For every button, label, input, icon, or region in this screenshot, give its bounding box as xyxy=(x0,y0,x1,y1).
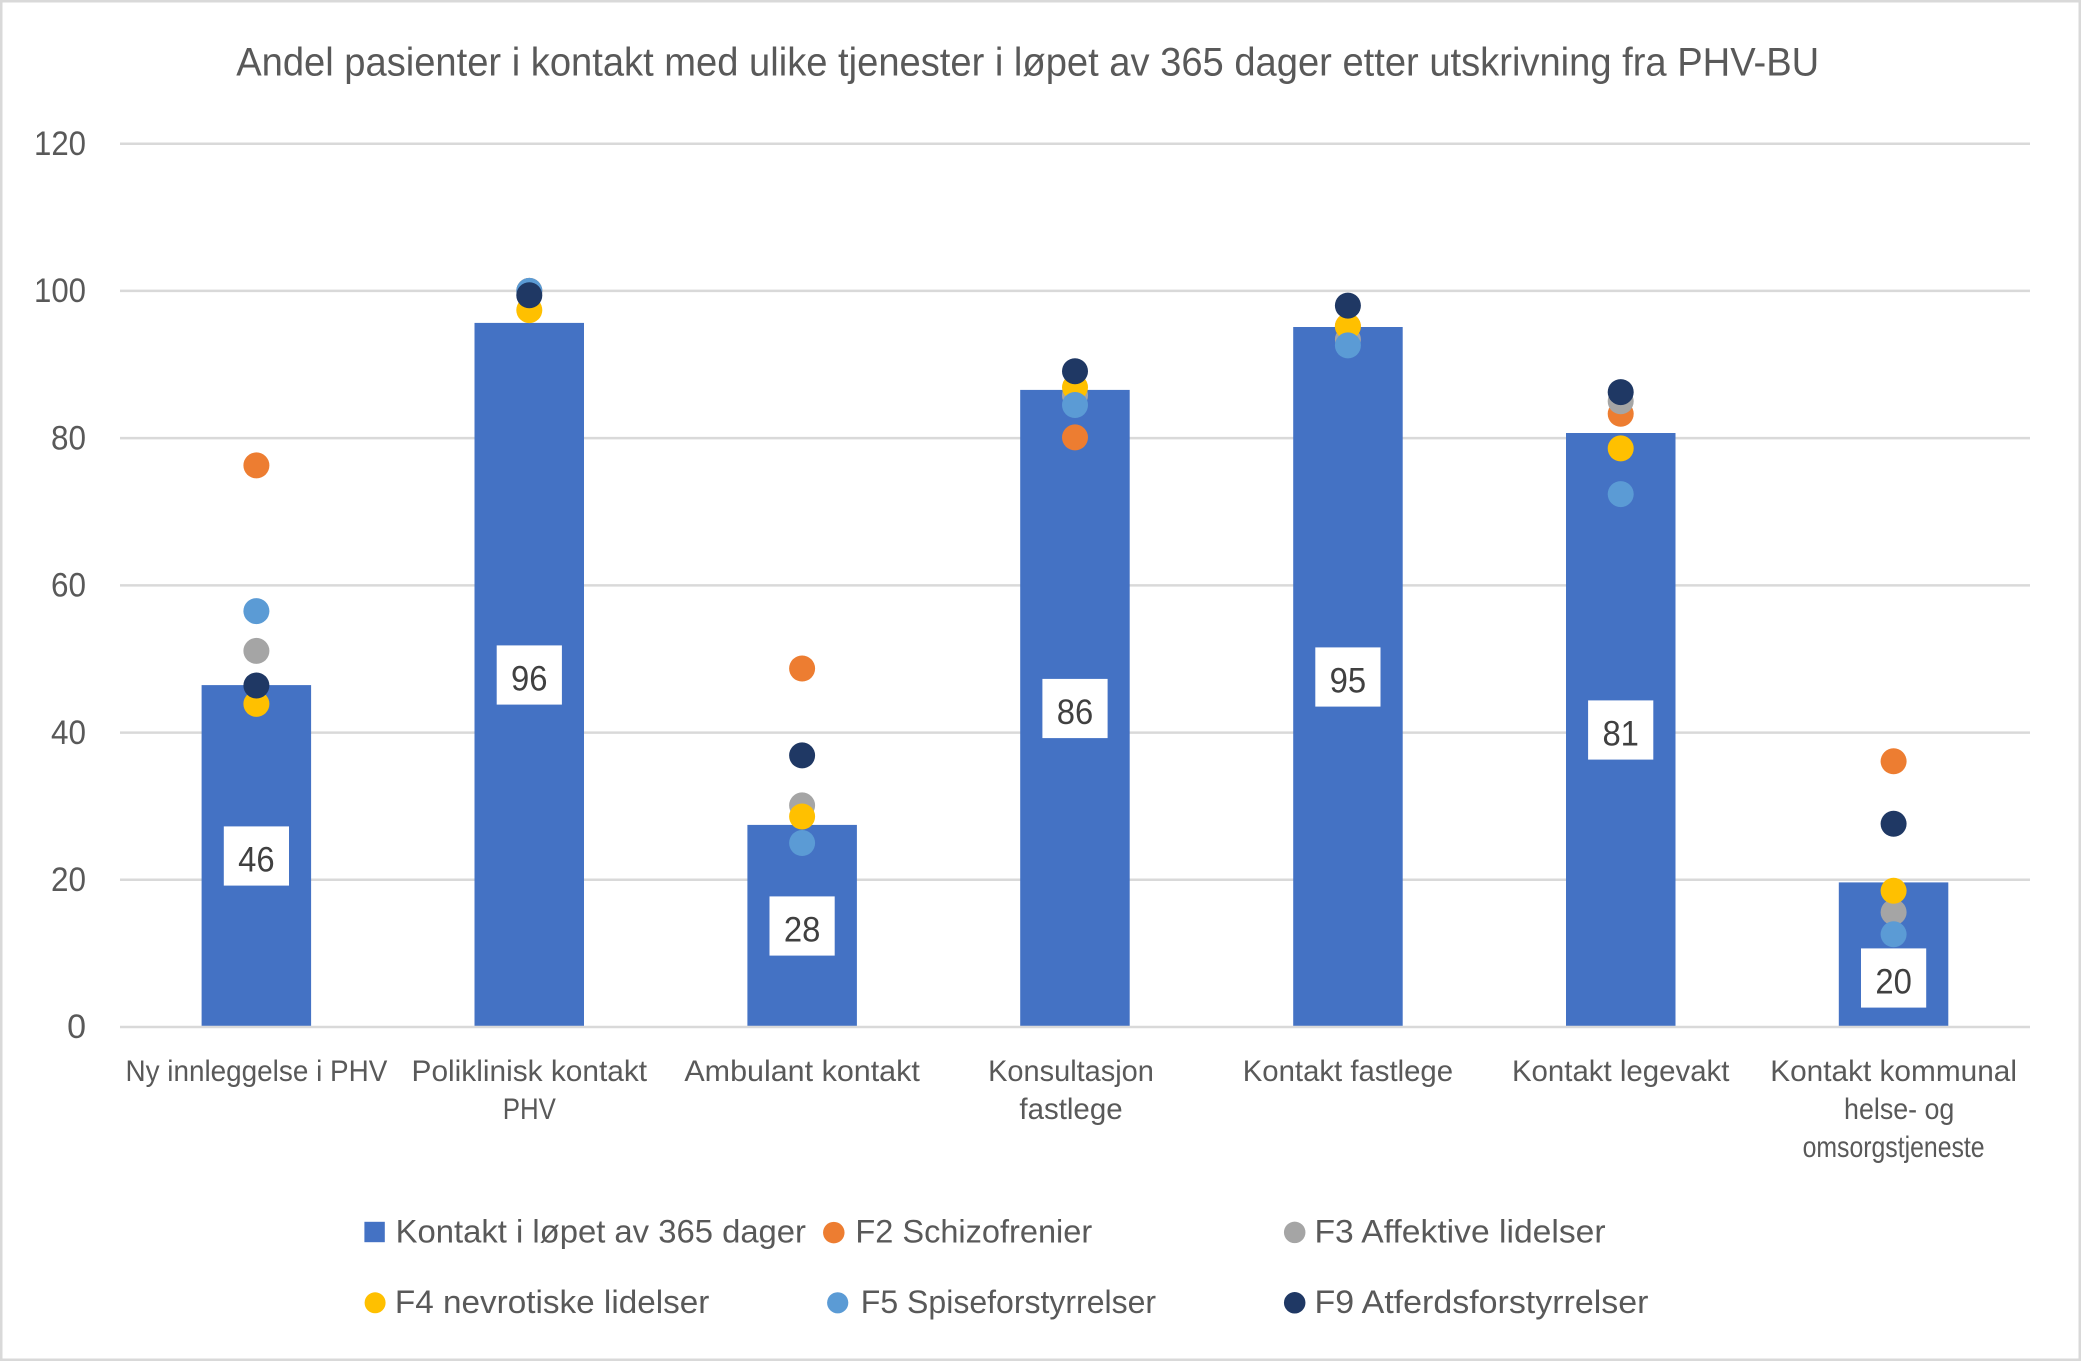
svg-text:Konsultasjon: Konsultasjon xyxy=(988,1055,1154,1088)
svg-text:PHV: PHV xyxy=(503,1093,556,1126)
svg-text:86: 86 xyxy=(1057,693,1094,732)
svg-text:20: 20 xyxy=(51,861,86,899)
svg-text:F2 Schizofrenier: F2 Schizofrenier xyxy=(855,1214,1092,1250)
svg-text:helse- og: helse- og xyxy=(1844,1093,1954,1126)
svg-text:Ny innleggelse i PHV: Ny innleggelse i PHV xyxy=(125,1055,387,1088)
svg-text:Kontakt fastlege: Kontakt fastlege xyxy=(1243,1055,1453,1088)
svg-text:120: 120 xyxy=(34,125,86,163)
svg-text:40: 40 xyxy=(51,714,86,752)
svg-text:60: 60 xyxy=(51,567,86,605)
svg-text:95: 95 xyxy=(1330,662,1367,701)
svg-text:0: 0 xyxy=(67,1008,86,1046)
svg-text:100: 100 xyxy=(34,272,86,310)
svg-text:fastlege: fastlege xyxy=(1019,1093,1122,1126)
svg-text:omsorgstjeneste: omsorgstjeneste xyxy=(1803,1131,1985,1164)
svg-text:Kontakt legevakt: Kontakt legevakt xyxy=(1512,1055,1730,1088)
svg-text:F3 Affektive lidelser: F3 Affektive lidelser xyxy=(1315,1214,1606,1250)
svg-text:96: 96 xyxy=(511,660,548,699)
svg-text:80: 80 xyxy=(51,419,86,457)
svg-text:Poliklinisk kontakt: Poliklinisk kontakt xyxy=(412,1055,648,1088)
svg-text:28: 28 xyxy=(784,911,821,950)
svg-text:Kontakt i løpet av 365 dager: Kontakt i løpet av 365 dager xyxy=(396,1214,807,1250)
svg-text:Kontakt kommunal: Kontakt kommunal xyxy=(1770,1055,2017,1088)
svg-text:Ambulant kontakt: Ambulant kontakt xyxy=(684,1055,920,1088)
svg-text:Andel pasienter i kontakt med: Andel pasienter i kontakt med ulike tjen… xyxy=(236,41,1819,85)
svg-text:46: 46 xyxy=(238,841,275,880)
svg-text:F9 Atferdsforstyrrelser: F9 Atferdsforstyrrelser xyxy=(1315,1284,1649,1320)
svg-text:F4 nevrotiske lidelser: F4 nevrotiske lidelser xyxy=(395,1284,710,1320)
svg-text:81: 81 xyxy=(1602,715,1639,754)
svg-text:F5 Spiseforstyrrelser: F5 Spiseforstyrrelser xyxy=(861,1284,1156,1320)
svg-text:20: 20 xyxy=(1875,963,1912,1002)
